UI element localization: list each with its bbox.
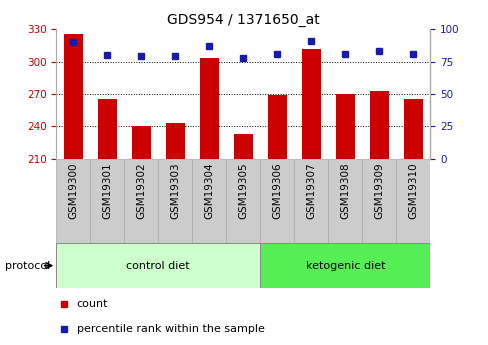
Bar [267,95,286,159]
Bar [124,159,158,243]
Bar [260,243,429,288]
Title: GDS954 / 1371650_at: GDS954 / 1371650_at [166,13,319,27]
Bar [165,123,184,159]
Bar [233,134,252,159]
Bar [301,49,320,159]
Text: GSM19310: GSM19310 [407,162,417,219]
Bar [200,58,218,159]
Bar [90,159,124,243]
Text: GSM19309: GSM19309 [373,162,384,219]
Bar [294,159,327,243]
Bar [395,159,429,243]
Text: control diet: control diet [126,261,190,270]
Bar [226,159,260,243]
Text: GSM19305: GSM19305 [238,162,248,219]
Bar [335,94,354,159]
Bar [192,159,226,243]
Bar [56,159,90,243]
Text: GSM19306: GSM19306 [272,162,282,219]
Bar [132,126,150,159]
Bar [56,243,260,288]
Bar [403,99,422,159]
Text: protocol: protocol [5,261,50,270]
Text: GSM19302: GSM19302 [136,162,146,219]
Text: GSM19308: GSM19308 [340,162,349,219]
Text: percentile rank within the sample: percentile rank within the sample [77,324,264,334]
Bar [158,159,192,243]
Text: GSM19307: GSM19307 [305,162,316,219]
Text: GSM19303: GSM19303 [170,162,180,219]
Text: ketogenic diet: ketogenic diet [305,261,384,270]
Bar [98,99,116,159]
Bar [369,91,388,159]
Bar [362,159,395,243]
Bar [64,33,82,159]
Text: GSM19300: GSM19300 [68,162,78,219]
Text: count: count [77,299,108,309]
Bar [260,159,294,243]
Text: GSM19301: GSM19301 [102,162,112,219]
Text: GSM19304: GSM19304 [204,162,214,219]
Bar [327,159,362,243]
